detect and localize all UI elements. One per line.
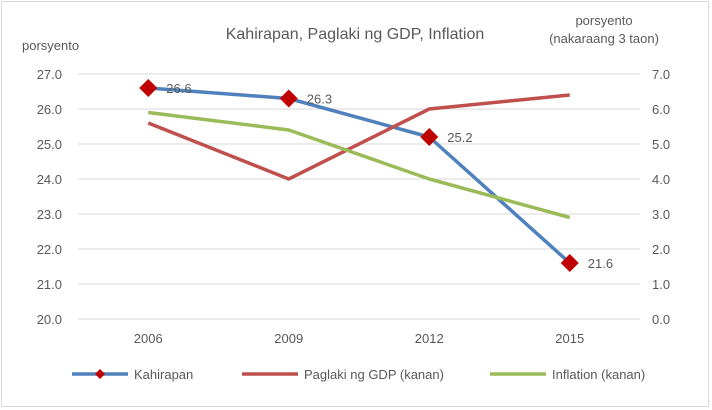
y-right-tick-label: 6.0 [652, 102, 670, 117]
series-line-0 [148, 86, 571, 265]
x-tick-label: 2012 [415, 331, 444, 346]
data-label: 21.6 [588, 256, 613, 271]
data-point-marker [279, 89, 298, 108]
y-left-tick-label: 21.0 [37, 277, 62, 292]
data-point-marker [420, 128, 439, 146]
data-point-marker [560, 254, 579, 272]
y-axis-right-label-line1: porsyento [575, 13, 632, 28]
y-left-tick-label: 26.0 [37, 102, 62, 117]
y-right-tick-label: 4.0 [652, 172, 670, 187]
legend-marker [95, 369, 105, 379]
data-label: 26.3 [307, 92, 332, 107]
x-tick-label: 2009 [274, 331, 303, 346]
data-point-marker [139, 79, 158, 97]
y-left-tick-label: 23.0 [37, 207, 62, 222]
series-line-1 [147, 93, 570, 181]
y-axis-right-label-line2: (nakaraang 3 taon) [549, 31, 659, 46]
data-label: 26.6 [166, 81, 191, 96]
legend-label: Kahirapan [134, 367, 193, 382]
series-line-2 [148, 110, 571, 220]
y-right-tick-label: 5.0 [652, 137, 670, 152]
y-left-tick-label: 22.0 [37, 242, 62, 257]
y-left-tick-label: 25.0 [37, 137, 62, 152]
y-axis-left-label: porsyento [22, 38, 79, 53]
legend-label: Inflation (kanan) [552, 367, 645, 382]
legend-label: Paglaki ng GDP (kanan) [304, 367, 444, 382]
data-label: 25.2 [447, 130, 472, 145]
x-tick-label: 2015 [555, 331, 584, 346]
y-right-tick-label: 3.0 [652, 207, 670, 222]
y-right-tick-label: 7.0 [652, 67, 670, 82]
y-right-tick-label: 2.0 [652, 242, 670, 257]
y-left-tick-label: 24.0 [37, 172, 62, 187]
y-left-tick-label: 27.0 [37, 67, 62, 82]
y-right-tick-label: 0.0 [652, 312, 670, 327]
chart-title: Kahirapan, Paglaki ng GDP, Inflation [226, 26, 485, 43]
x-tick-label: 2006 [134, 331, 163, 346]
y-left-tick-label: 20.0 [37, 312, 62, 327]
y-right-tick-label: 1.0 [652, 277, 670, 292]
